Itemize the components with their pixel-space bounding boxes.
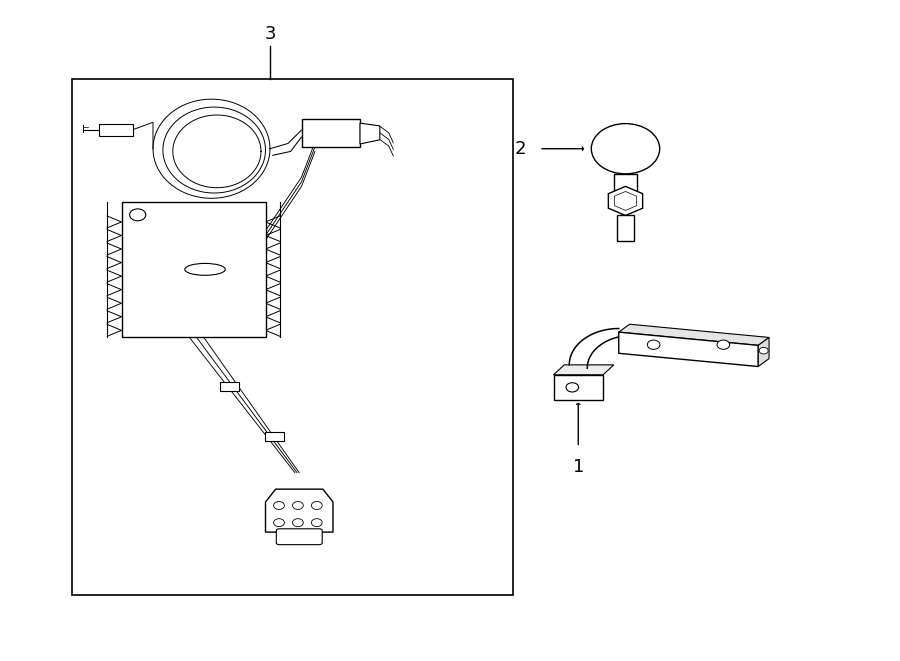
Bar [99,124,133,136]
FancyBboxPatch shape [276,529,322,545]
Bar [614,174,637,199]
Circle shape [311,519,322,527]
Circle shape [566,383,579,392]
Bar [122,202,266,337]
Polygon shape [619,332,758,366]
Text: 3: 3 [265,25,275,43]
Text: 2: 2 [515,139,526,158]
Polygon shape [619,325,769,345]
Circle shape [717,340,730,349]
Circle shape [274,519,284,527]
Bar [220,382,239,391]
Bar [617,215,634,241]
Bar [265,432,284,440]
Polygon shape [266,489,333,532]
Circle shape [647,340,660,349]
Bar [302,119,360,147]
Polygon shape [615,192,636,210]
Circle shape [292,502,303,510]
Bar [72,79,513,595]
Polygon shape [608,186,643,215]
Circle shape [130,209,146,221]
Circle shape [311,502,322,510]
Ellipse shape [184,263,225,275]
Polygon shape [554,365,614,375]
Polygon shape [758,337,769,366]
Circle shape [292,519,303,527]
Circle shape [760,348,768,354]
Circle shape [591,124,660,174]
Circle shape [274,502,284,510]
Text: 1: 1 [572,458,584,476]
Polygon shape [554,375,603,400]
Polygon shape [360,123,380,144]
